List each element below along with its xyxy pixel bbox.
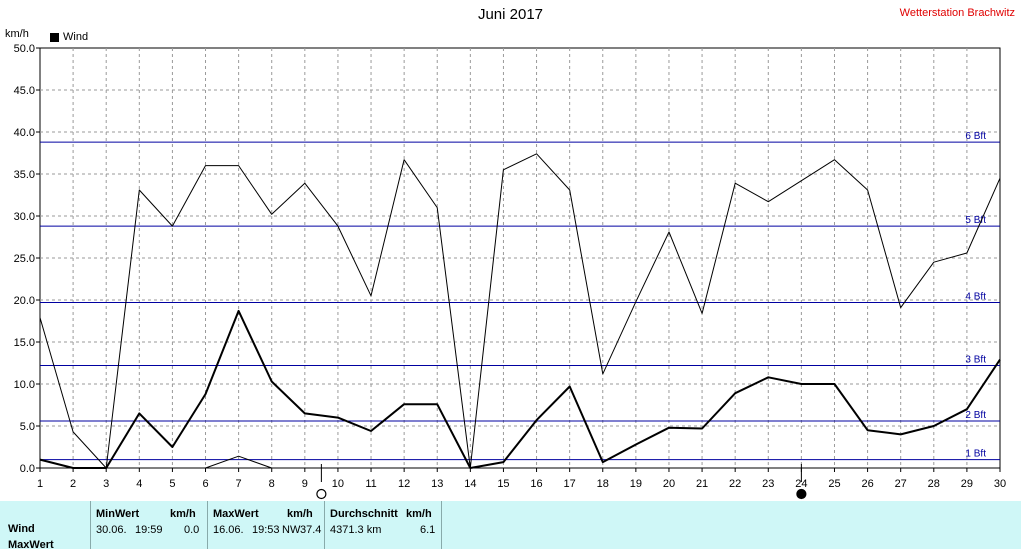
x-tick-label: 17	[564, 478, 576, 490]
x-tick-label: 11	[365, 478, 376, 490]
y-tick-label: 35.0	[14, 169, 35, 181]
min-time: 19:59	[135, 524, 163, 536]
max-header: MaxWert	[213, 508, 259, 520]
legend-swatch	[50, 32, 59, 42]
y-tick-label: 0.0	[20, 463, 35, 475]
series-line	[205, 455, 272, 469]
row-label-maxwert: MaxWert	[8, 539, 54, 551]
x-tick-label: 4	[136, 478, 142, 490]
y-tick-label: 20.0	[14, 295, 35, 307]
wind-series-line	[39, 309, 1001, 469]
x-tick-label: 13	[431, 478, 443, 490]
x-tick-label: 29	[961, 478, 973, 490]
x-tick-label: 3	[103, 478, 109, 490]
y-tick-label: 5.0	[20, 421, 35, 433]
x-tick-label: 19	[630, 478, 642, 490]
x-tick-label: 9	[302, 478, 308, 490]
x-tick-label: 6	[202, 478, 208, 490]
min-value: 0.0	[184, 524, 200, 536]
table-divider	[90, 501, 91, 549]
legend: Wind	[50, 31, 88, 43]
min-header: MinWert	[96, 508, 140, 520]
x-tick-label: 24	[795, 478, 807, 490]
x-tick-label: 2	[70, 478, 76, 490]
beaufort-label: 5 Bft	[965, 215, 986, 226]
row-label-wind: Wind	[8, 523, 35, 535]
y-tick-label: 40.0	[14, 127, 35, 139]
avg-header: Durchschnitt	[330, 508, 398, 520]
max-value: 37.4	[300, 524, 322, 536]
avg-distance: 4371.3 km	[330, 524, 382, 536]
y-axis-unit: km/h	[5, 28, 29, 40]
x-tick-label: 14	[464, 478, 476, 490]
table-divider	[207, 501, 208, 549]
y-tick-label: 30.0	[14, 211, 35, 223]
beaufort-label: 2 Bft	[965, 410, 986, 421]
max-direction: NW	[282, 524, 301, 536]
max-date: 16.06.	[213, 524, 244, 536]
y-tick-label: 25.0	[14, 253, 35, 265]
beaufort-label: 4 Bft	[965, 292, 986, 303]
full-moon-icon	[316, 488, 327, 500]
y-tick-label: 50.0	[14, 43, 35, 55]
avg-unit: km/h	[406, 508, 432, 520]
wind-chart: 0.0 5.0 10.0 15.0 20.0 25.0 30.0 35.0 40.0 45.0 50…	[14, 43, 1006, 500]
x-tick-label: 21	[696, 478, 708, 490]
x-tick-label: 20	[663, 478, 675, 490]
x-tick-label: 10	[332, 478, 344, 490]
max-unit: km/h	[287, 508, 313, 520]
x-tick-label: 1	[37, 478, 43, 490]
x-tick-label: 27	[895, 478, 907, 490]
min-unit: km/h	[170, 508, 196, 520]
x-tick-label: 16	[530, 478, 542, 490]
y-tick-label: 45.0	[14, 85, 35, 97]
legend-label: Wind	[63, 31, 89, 43]
x-tick-label: 26	[861, 478, 873, 490]
y-tick-label: 15.0	[14, 337, 35, 349]
new-moon-icon	[796, 488, 807, 500]
station-name: Wetterstation Brachwitz	[899, 7, 1015, 19]
avg-value: 6.1	[420, 524, 436, 536]
x-tick-label: 15	[497, 478, 509, 490]
x-tick-label: 8	[269, 478, 275, 490]
table-divider	[441, 501, 442, 549]
stats-table: Wind MaxWert MinWert km/h 30.06. 19:59 0…	[0, 501, 1021, 551]
y-tick-label: 10.0	[14, 379, 35, 391]
x-tick-label: 30	[994, 478, 1006, 490]
max-time: 19:53	[252, 524, 280, 536]
x-tick-label: 23	[762, 478, 774, 490]
x-tick-label: 7	[236, 478, 242, 490]
series-line	[39, 153, 1001, 469]
x-tick-label: 28	[928, 478, 940, 490]
min-date: 30.06.	[96, 524, 127, 536]
beaufort-label: 3 Bft	[965, 355, 986, 366]
x-tick-label: 22	[729, 478, 741, 490]
x-tick-label: 25	[828, 478, 840, 490]
table-divider	[324, 501, 325, 549]
x-tick-label: 18	[597, 478, 609, 490]
beaufort-label: 1 Bft	[965, 449, 986, 460]
chart-title: Juni 2017	[477, 6, 544, 23]
x-tick-label: 12	[398, 478, 410, 490]
x-tick-label: 5	[169, 478, 175, 490]
beaufort-label: 6 Bft	[965, 131, 986, 142]
